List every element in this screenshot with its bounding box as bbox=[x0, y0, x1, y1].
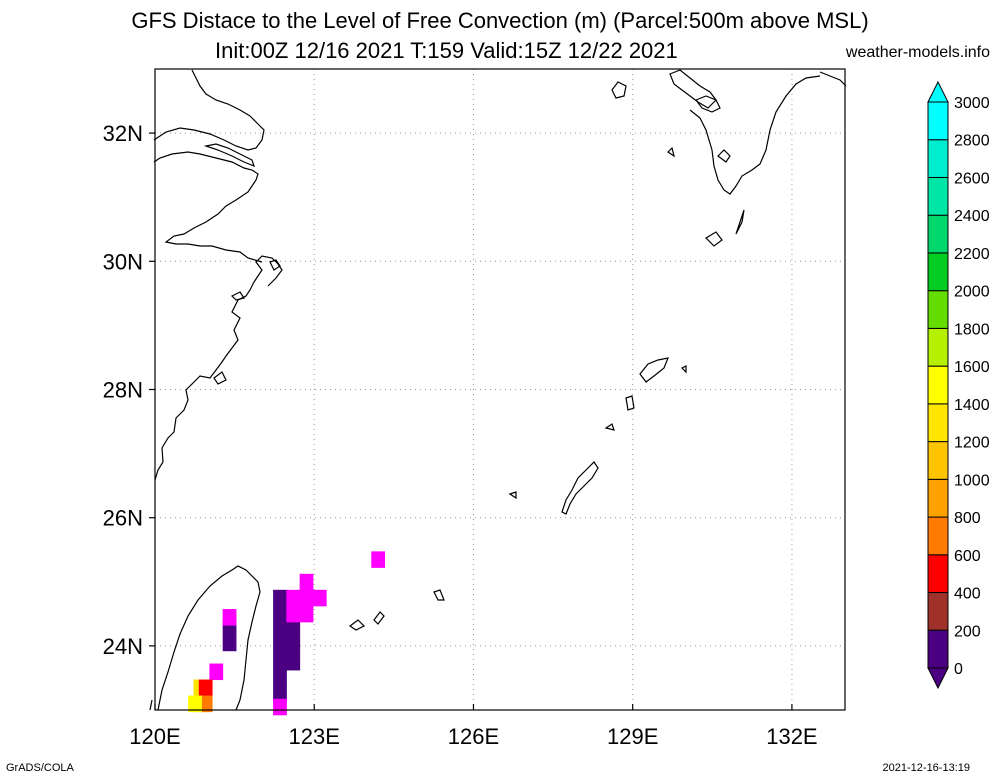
field-cell bbox=[299, 589, 314, 607]
coast-yakushima bbox=[705, 231, 723, 247]
field-cell bbox=[273, 621, 287, 639]
lon-tick-label-1: 123E bbox=[289, 724, 340, 749]
colorbar-label-15: 3000 bbox=[954, 95, 990, 112]
field-cell bbox=[273, 589, 287, 607]
field-cell bbox=[209, 663, 224, 681]
colorbar-segment-4 bbox=[927, 478, 949, 518]
coast-taiwan-west bbox=[149, 699, 153, 711]
colorbar-label-0: 0 bbox=[954, 661, 963, 678]
coast-shikoku-tip bbox=[819, 71, 847, 87]
coast-amami bbox=[639, 357, 669, 383]
colorbar-segment-1 bbox=[927, 592, 949, 631]
colorbar-label-3: 600 bbox=[954, 548, 981, 565]
field-cell bbox=[286, 589, 301, 607]
coast-islet-1 bbox=[667, 146, 675, 158]
field-cell bbox=[273, 685, 287, 703]
colorbar-segment-5 bbox=[927, 441, 949, 480]
coast-miyako bbox=[433, 589, 445, 601]
field-cell bbox=[312, 589, 327, 607]
map-title: GFS Distace to the Level of Free Convect… bbox=[131, 8, 869, 33]
coastlines bbox=[149, 69, 847, 711]
coast-okinawa bbox=[561, 461, 599, 515]
colorbar-label-12: 2400 bbox=[954, 208, 990, 225]
colorbar-label-14: 2800 bbox=[954, 133, 990, 150]
map-subtitle-text: Init:00Z 12/16 2021 T:159 Valid:15Z 12/2… bbox=[215, 38, 678, 63]
field-cell bbox=[198, 679, 213, 697]
coast-ishigaki bbox=[348, 611, 385, 631]
coast-islet-2 bbox=[680, 365, 687, 374]
colorbar: 0 200 400 600 800 1000 1200 1400 1600 1800 2000 220… bbox=[927, 80, 990, 690]
field-cell bbox=[273, 637, 287, 655]
field-cell bbox=[299, 605, 314, 623]
colorbar-label-8: 1600 bbox=[954, 359, 990, 376]
field-cell bbox=[286, 605, 301, 623]
lfc-field bbox=[188, 551, 386, 716]
field-cell bbox=[273, 653, 287, 671]
coast-korea-south bbox=[611, 69, 717, 109]
coast-taiwan bbox=[157, 565, 261, 711]
field-cell bbox=[299, 573, 314, 591]
colorbar-segment-base bbox=[927, 629, 949, 669]
footer-software: GrADS/COLA bbox=[6, 762, 74, 774]
colorbar-label-7: 1400 bbox=[954, 397, 990, 414]
lon-tick-label-2: 126E bbox=[448, 724, 499, 749]
colorbar-segment-12 bbox=[927, 176, 949, 216]
colorbar-label-9: 1800 bbox=[954, 321, 990, 338]
field-cell bbox=[273, 605, 287, 623]
field-cell bbox=[222, 609, 237, 626]
field-cell bbox=[371, 551, 386, 568]
colorbar-label-10: 2000 bbox=[954, 284, 990, 301]
colorbar-segment-11 bbox=[927, 214, 949, 254]
coast-tokunoshima bbox=[625, 395, 635, 411]
field-cell bbox=[273, 698, 287, 716]
brand-label: weather-models.info bbox=[845, 44, 990, 61]
coast-zhoushan bbox=[213, 259, 281, 385]
colorbar-segment-6 bbox=[927, 403, 949, 443]
lon-tick-label-4: 132E bbox=[766, 724, 817, 749]
colorbar-segment-7 bbox=[927, 365, 949, 405]
colorbar-label-6: 1200 bbox=[954, 435, 990, 452]
colorbar-over-arrow bbox=[927, 80, 949, 103]
field-cell bbox=[286, 621, 301, 639]
colorbar-label-4: 800 bbox=[954, 510, 981, 527]
coast-islet-3 bbox=[508, 491, 517, 500]
axis-ticks: 120E 123E 126E 129E 132E 24N 26N 28N 30N 32N bbox=[103, 121, 818, 749]
lat-tick-label-0: 24N bbox=[103, 634, 143, 659]
lat-tick-label-3: 30N bbox=[103, 249, 143, 274]
field-cell bbox=[222, 634, 237, 652]
lat-tick-label-4: 32N bbox=[103, 121, 143, 146]
colorbar-segment-8 bbox=[927, 327, 949, 367]
colorbar-under-arrow bbox=[927, 667, 949, 690]
colorbar-segment-14 bbox=[927, 101, 949, 141]
field-cell bbox=[286, 637, 301, 655]
lat-tick-label-1: 26N bbox=[103, 506, 143, 531]
colorbar-segment-13 bbox=[927, 139, 949, 178]
field-cell bbox=[198, 695, 213, 713]
colorbar-label-1: 200 bbox=[954, 623, 981, 640]
colorbar-label-2: 400 bbox=[954, 586, 981, 603]
coast-okinoerabu bbox=[604, 423, 615, 431]
coast-tanegashima bbox=[735, 209, 745, 235]
coast-china bbox=[153, 69, 283, 481]
grid-lines bbox=[154, 69, 845, 710]
lat-tick-label-2: 28N bbox=[103, 378, 143, 403]
colorbar-segment-9 bbox=[927, 290, 949, 329]
lon-tick-label-0: 120E bbox=[129, 724, 180, 749]
field-cell bbox=[273, 669, 287, 687]
colorbar-segment-3 bbox=[927, 516, 949, 556]
coast-yangtze-island bbox=[203, 143, 255, 168]
colorbar-segment-10 bbox=[927, 252, 949, 292]
lon-tick-label-3: 129E bbox=[607, 724, 658, 749]
field-cell bbox=[188, 695, 202, 713]
colorbar-segment-2 bbox=[927, 554, 949, 594]
footer-timestamp: 2021-12-16-13:19 bbox=[882, 762, 970, 774]
colorbar-label-13: 2600 bbox=[954, 170, 990, 187]
colorbar-label-5: 1000 bbox=[954, 472, 990, 489]
colorbar-label-11: 2200 bbox=[954, 246, 990, 263]
field-cell bbox=[286, 653, 301, 671]
coast-kyushu bbox=[689, 75, 821, 195]
